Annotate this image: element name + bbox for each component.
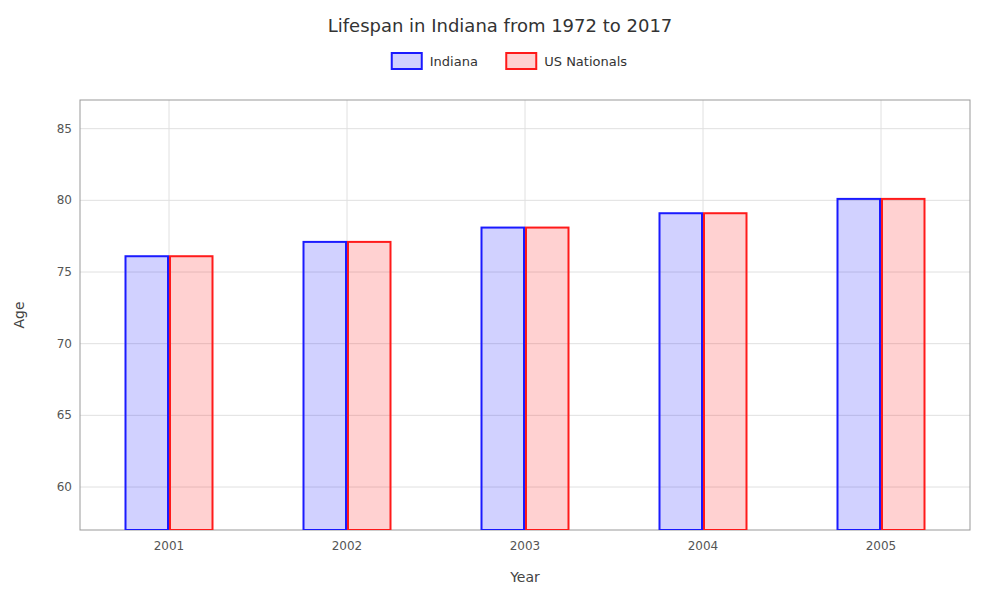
legend-label: Indiana	[430, 54, 478, 69]
y-tick-label: 75	[57, 265, 72, 279]
bar	[348, 242, 391, 530]
bar	[126, 256, 169, 530]
y-tick-label: 65	[57, 408, 72, 422]
legend-swatch	[392, 53, 422, 69]
y-tick-label: 60	[57, 480, 72, 494]
bars	[126, 199, 925, 530]
bar	[660, 213, 703, 530]
bar	[882, 199, 925, 530]
chart-container: 60 65 70 75 80 85 2001 2002 2003 2004 2005 Year Age L…	[0, 0, 1000, 600]
x-tick-label: 2002	[332, 539, 363, 553]
legend-label: US Nationals	[544, 54, 627, 69]
grid	[80, 100, 970, 530]
title: Lifespan in Indiana from 1972 to 2017	[328, 15, 673, 36]
bar	[170, 256, 213, 530]
bar	[482, 228, 525, 530]
x-tick-label: 2005	[866, 539, 897, 553]
x-axis-label: Year	[509, 569, 540, 585]
plot-frame	[80, 100, 970, 530]
y-axis-label: Age	[11, 301, 27, 328]
bar	[704, 213, 747, 530]
y-tick-label: 70	[57, 337, 72, 351]
x-tick-label: 2001	[154, 539, 185, 553]
legend: Indiana US Nationals	[392, 53, 628, 69]
bar	[526, 228, 569, 530]
x-tick-label: 2004	[688, 539, 719, 553]
x-tick-label: 2003	[510, 539, 541, 553]
bar	[304, 242, 347, 530]
chart-svg: 60 65 70 75 80 85 2001 2002 2003 2004 2005 Year Age L…	[0, 0, 1000, 600]
bar	[838, 199, 881, 530]
y-tick-label: 85	[57, 122, 72, 136]
y-tick-label: 80	[57, 193, 72, 207]
legend-swatch	[506, 53, 536, 69]
